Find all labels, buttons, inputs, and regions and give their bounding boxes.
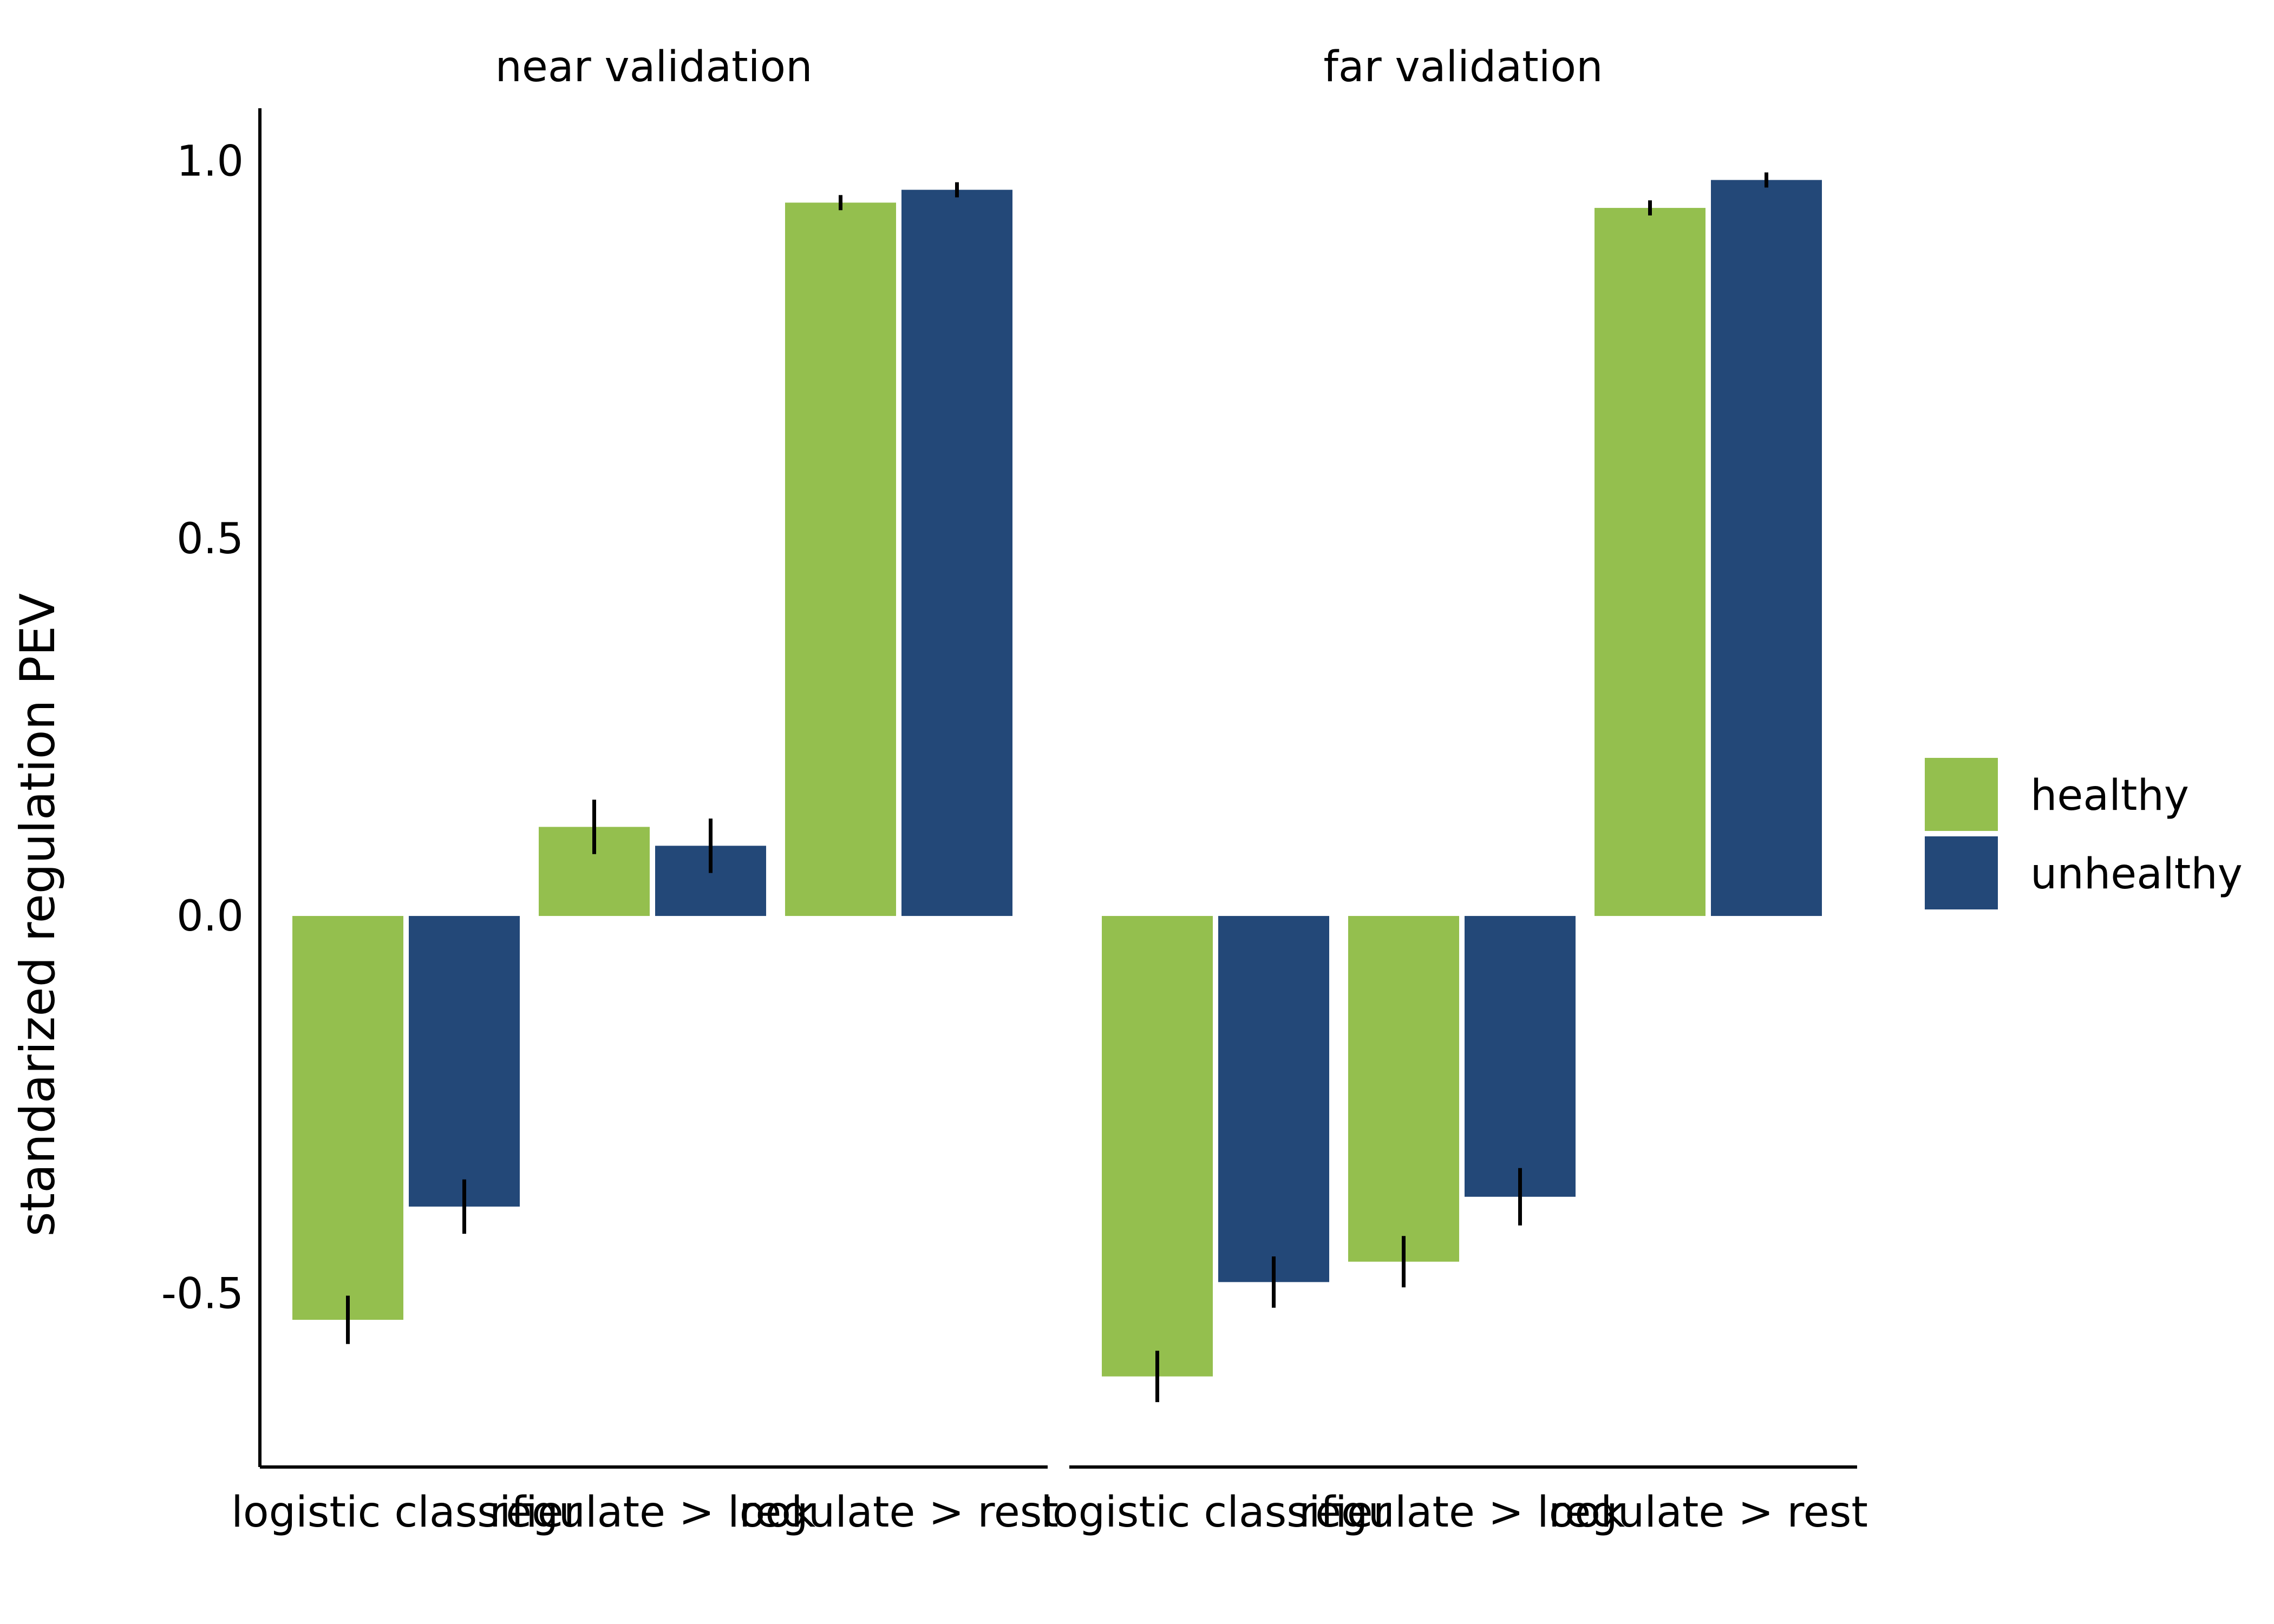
facet-panels: -0.5 0.0 0.5 1.0 near validation logistic cla…: [161, 43, 1868, 1537]
bar-healthy: [1348, 916, 1459, 1262]
y-tick-label: 0.0: [177, 892, 244, 941]
legend-label: unhealthy: [2030, 850, 2243, 899]
x-tick-label: regulate > rest: [1548, 1488, 1868, 1537]
x-tick-label: regulate > rest: [739, 1488, 1058, 1537]
y-tick-label: 1.0: [177, 137, 244, 186]
bar-unhealthy: [409, 916, 520, 1207]
bar-healthy: [292, 916, 403, 1320]
bar-unhealthy: [1465, 916, 1576, 1197]
facet-title: far validation: [1323, 43, 1603, 91]
bar-unhealthy: [1218, 916, 1329, 1282]
legend-key-healthy: [1925, 758, 1998, 831]
x-tick-label: regulate > look: [489, 1488, 816, 1537]
y-axis-title: standarized regulation PEV: [10, 593, 66, 1236]
x-tick-label: logistic classifier: [1041, 1488, 1391, 1537]
legend: healthy unhealthy: [1925, 758, 2243, 909]
bar-healthy: [785, 202, 896, 916]
bar-unhealthy: [1711, 180, 1822, 916]
legend-label: healthy: [2030, 771, 2189, 820]
facet-title: near validation: [495, 43, 812, 91]
x-tick-label: logistic classifier: [231, 1488, 581, 1537]
x-tick-label: regulate > look: [1299, 1488, 1625, 1537]
bar-healthy: [1102, 916, 1213, 1377]
legend-key-unhealthy: [1925, 836, 1998, 909]
y-tick-label: 0.5: [177, 515, 244, 564]
y-tick-label: -0.5: [161, 1269, 244, 1318]
bar-healthy: [1595, 208, 1706, 916]
bar-unhealthy: [901, 189, 1012, 916]
